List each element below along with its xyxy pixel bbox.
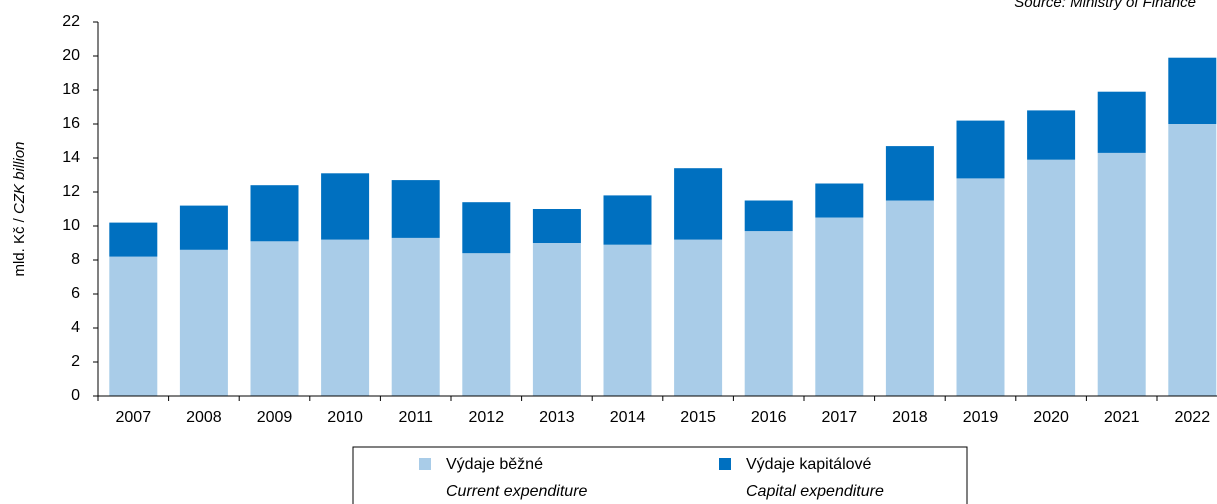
bar-segment — [109, 222, 158, 257]
x-tick-label: 2017 — [822, 409, 858, 426]
bar-segment — [885, 146, 934, 201]
x-tick-label: 2008 — [186, 409, 222, 426]
x-tick-label: 2007 — [116, 409, 152, 426]
bar-segment — [1027, 110, 1076, 160]
bar-segment — [956, 120, 1005, 179]
x-tick-label: 2015 — [680, 409, 716, 426]
legend-swatch — [719, 458, 731, 470]
bar-segment — [815, 217, 864, 396]
x-tick-label: 2021 — [1104, 409, 1140, 426]
bar-segment — [1027, 159, 1076, 396]
bar-segment — [532, 209, 581, 243]
x-tick-label: 2012 — [469, 409, 505, 426]
bar-segment — [744, 231, 793, 396]
bar-segment — [321, 239, 370, 396]
bar-segment — [391, 237, 440, 396]
bar-segment — [532, 243, 581, 396]
x-tick-label: 2009 — [257, 409, 293, 426]
bar-segment — [1168, 124, 1217, 396]
y-tick-label: 22 — [62, 13, 80, 30]
y-tick-label: 2 — [71, 353, 80, 370]
bar-segment — [674, 239, 723, 396]
x-tick-label: 2019 — [963, 409, 999, 426]
bar-segment — [462, 253, 511, 396]
legend-label-en: Current expenditure — [446, 483, 588, 500]
bar-segment — [321, 173, 370, 240]
y-tick-label: 6 — [71, 285, 80, 302]
x-tick-label: 2010 — [327, 409, 363, 426]
bar-segment — [603, 195, 652, 245]
y-tick-label: 8 — [71, 251, 80, 268]
bar-segment — [1168, 57, 1217, 125]
x-tick-label: 2013 — [539, 409, 575, 426]
bar-segment — [815, 183, 864, 218]
bar-segment — [391, 180, 440, 238]
bar-segment — [462, 202, 511, 254]
bar-segment — [1097, 91, 1146, 153]
bar-segment — [885, 200, 934, 396]
bar-segment — [674, 168, 723, 240]
x-tick-label: 2022 — [1175, 409, 1211, 426]
y-tick-label: 10 — [62, 217, 80, 234]
legend-label: Výdaje kapitálové — [746, 456, 872, 473]
y-axis-label-cs: mld. Kč / — [11, 214, 28, 277]
bar-segment — [179, 205, 228, 250]
bar-segment — [109, 256, 158, 396]
legend — [352, 446, 968, 504]
x-tick-label: 2016 — [751, 409, 787, 426]
y-tick-label: 4 — [71, 319, 80, 336]
y-tick-label: 12 — [62, 183, 80, 200]
y-tick-label: 0 — [71, 387, 80, 404]
bar-segment — [956, 178, 1005, 396]
legend-swatch — [419, 458, 431, 470]
legend-label-en: Capital expenditure — [746, 483, 884, 500]
y-axis-label: mld. Kč / CZK billion — [11, 141, 28, 276]
y-tick-label: 20 — [62, 47, 80, 64]
bar-segment — [603, 244, 652, 396]
y-tick-label: 14 — [62, 149, 80, 166]
x-tick-label: 2020 — [1033, 409, 1069, 426]
x-tick-label: 2018 — [892, 409, 928, 426]
x-tick-label: 2011 — [398, 409, 433, 426]
source-note: Source: Ministry of Finance — [1014, 0, 1196, 11]
bar-segment — [1097, 152, 1146, 396]
y-tick-label: 16 — [62, 115, 80, 132]
bar-segment — [744, 200, 793, 232]
bar-segment — [250, 185, 299, 242]
x-tick-label: 2014 — [610, 409, 646, 426]
bar-segment — [179, 249, 228, 396]
y-axis-label-en: CZK billion — [11, 141, 28, 214]
y-tick-label: 18 — [62, 81, 80, 98]
legend-label: Výdaje běžné — [446, 456, 543, 473]
bar-segment — [250, 241, 299, 396]
